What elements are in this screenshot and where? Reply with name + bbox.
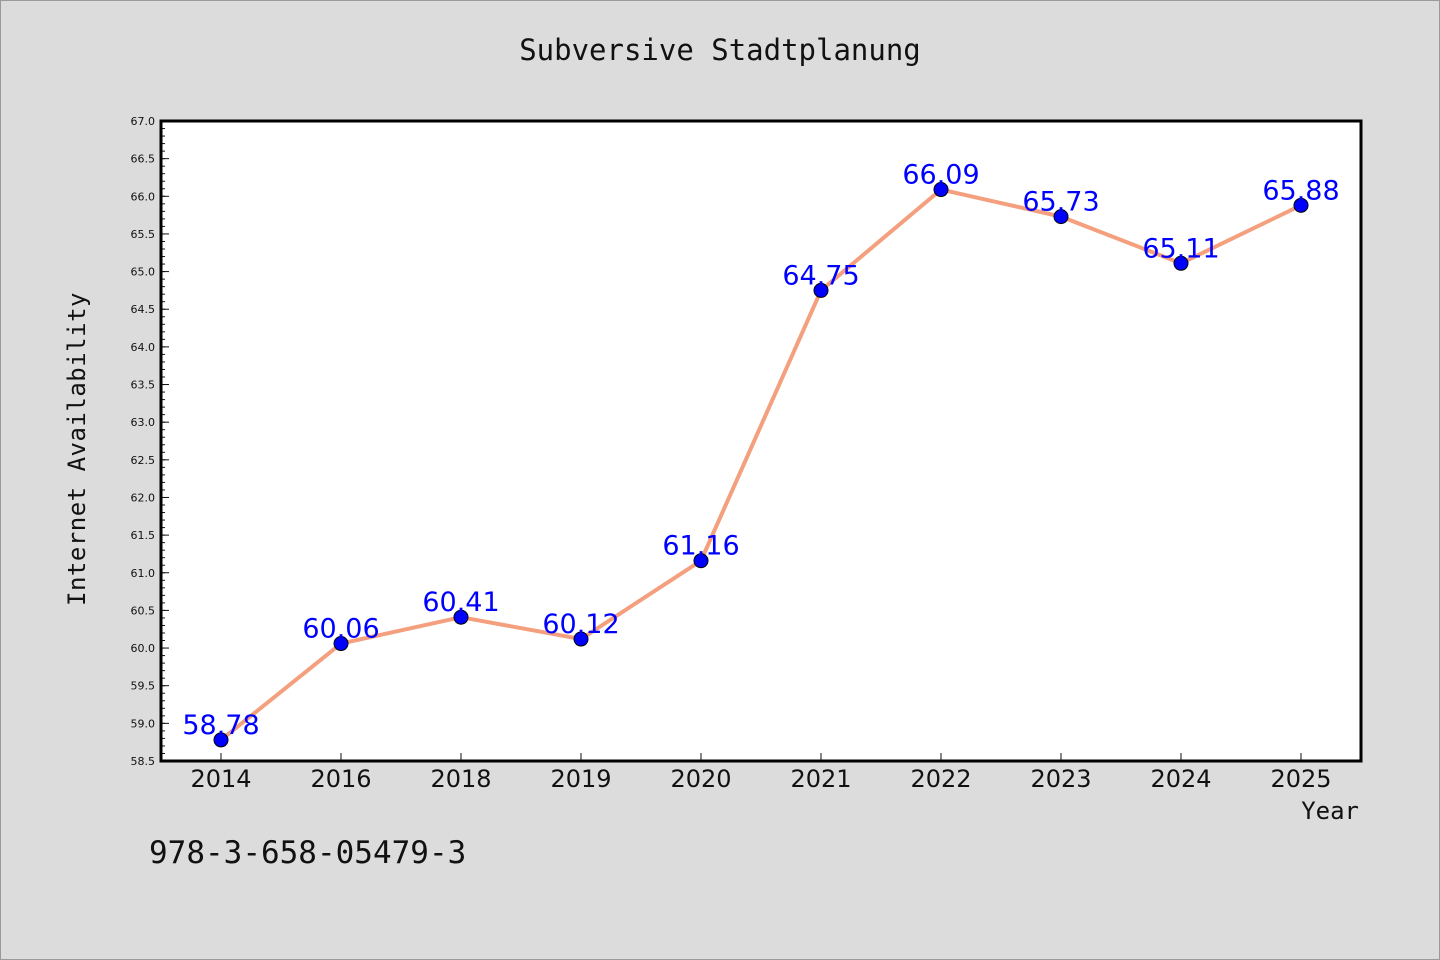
data-label: 65.11 xyxy=(1142,233,1219,264)
chart-title: Subversive Stadtplanung xyxy=(519,33,921,67)
y-tick-label: 65.0 xyxy=(131,266,156,279)
x-tick-label: 2021 xyxy=(790,765,851,793)
y-tick-label: 60.5 xyxy=(131,604,156,617)
data-point xyxy=(693,553,709,569)
y-tick-label: 62.0 xyxy=(131,491,156,504)
y-tick-label: 59.0 xyxy=(131,717,156,730)
data-point xyxy=(1173,255,1189,271)
x-tick-label: 2016 xyxy=(310,765,371,793)
y-tick-label: 67.0 xyxy=(131,115,156,128)
y-tick-label: 64.5 xyxy=(131,303,156,316)
isbn-text: 978-3-658-05479-3 xyxy=(149,835,467,871)
data-label: 66.09 xyxy=(902,160,979,191)
x-tick-label: 2024 xyxy=(1150,765,1211,793)
data-label: 65.73 xyxy=(1022,187,1099,218)
y-tick-label: 64.0 xyxy=(131,341,156,354)
y-tick-label: 63.0 xyxy=(131,416,156,429)
series-line xyxy=(219,187,1303,742)
data-label: 64.75 xyxy=(782,260,859,291)
data-point xyxy=(1293,197,1309,213)
data-point xyxy=(573,631,589,647)
data-point xyxy=(333,636,349,652)
data-label: 60.06 xyxy=(302,614,379,645)
plot-frame xyxy=(159,119,1363,763)
y-tick-label: 66.0 xyxy=(131,190,156,203)
x-tick-label: 2019 xyxy=(550,765,611,793)
y-tick-label: 60.0 xyxy=(131,642,156,655)
data-label: 58.78 xyxy=(182,710,259,741)
plot-area xyxy=(161,121,1361,761)
x-tick-label: 2023 xyxy=(1030,765,1091,793)
data-label: 60.41 xyxy=(422,587,499,618)
data-point xyxy=(933,182,949,198)
y-tick-label: 61.0 xyxy=(131,567,156,580)
x-tick-label: 2020 xyxy=(670,765,731,793)
y-tick-label: 63.5 xyxy=(131,379,156,392)
data-label: 65.88 xyxy=(1262,175,1339,206)
y-tick-label: 61.5 xyxy=(131,529,156,542)
y-tick-label: 62.5 xyxy=(131,454,156,467)
data-point xyxy=(1053,209,1069,225)
y-tick-label: 58.5 xyxy=(131,755,156,768)
y-tick-label: 66.5 xyxy=(131,153,156,166)
x-axis-label: Year xyxy=(1301,797,1359,825)
x-tick-label: 2014 xyxy=(190,765,251,793)
x-tick-label: 2018 xyxy=(430,765,491,793)
x-tick-label: 2025 xyxy=(1270,765,1331,793)
y-tick-label: 59.5 xyxy=(131,680,156,693)
data-label: 60.12 xyxy=(542,609,619,640)
y-tick-label: 65.5 xyxy=(131,228,156,241)
x-tick-label: 2022 xyxy=(910,765,971,793)
data-label: 61.16 xyxy=(662,531,739,562)
data-point xyxy=(813,282,829,298)
data-point xyxy=(213,732,229,748)
data-point xyxy=(453,609,469,625)
